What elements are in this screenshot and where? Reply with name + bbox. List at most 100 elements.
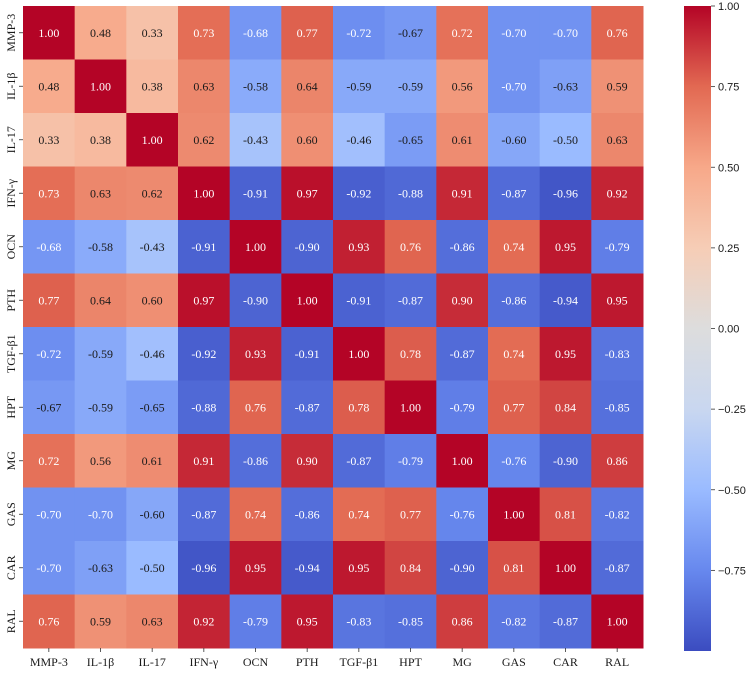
heatmap-cell-label: -0.85 — [398, 614, 423, 628]
heatmap-cell-10-10 — [539, 541, 592, 595]
colorbar-gradient — [684, 6, 711, 651]
x-tick-label: IL-17 — [139, 655, 166, 669]
colorbar-tick-label: 0.50 — [718, 162, 739, 174]
heatmap-cell-label: -0.59 — [346, 79, 371, 93]
heatmap-cell-8-5 — [281, 434, 334, 488]
heatmap-cell-3-4 — [229, 166, 282, 221]
heatmap-cell-6-7 — [384, 327, 437, 381]
heatmap-cell-0-2 — [126, 6, 179, 60]
heatmap-cell-2-3 — [178, 113, 231, 167]
x-tick-label: PTH — [296, 655, 319, 669]
heatmap-cell-0-8 — [436, 6, 489, 60]
x-tick-label: HPT — [399, 655, 422, 669]
heatmap-cell-label: 0.84 — [555, 400, 576, 414]
x-tick-label: OCN — [243, 655, 269, 669]
heatmap-cell-label: 1.00 — [193, 186, 214, 200]
heatmap-cell-3-5 — [281, 166, 334, 221]
heatmap-cell-1-5 — [281, 59, 334, 114]
heatmap-cell-label: -0.87 — [553, 614, 578, 628]
x-axis-ticks: MMP-3 IL-1β IL-17 IFN-γ OCN PTH TGF-β1 HPT MG GAS… — [30, 648, 629, 669]
heatmap-cell-label: -0.43 — [243, 133, 268, 147]
heatmap-cell-label: 1.00 — [245, 240, 266, 254]
heatmap-cell-label: 0.61 — [142, 454, 163, 468]
heatmap-cell-label: 0.61 — [452, 133, 473, 147]
heatmap-cell-label: -0.60 — [501, 133, 526, 147]
heatmap-cell-label: -0.90 — [243, 293, 268, 307]
heatmap-cell-label: 0.33 — [38, 133, 59, 147]
heatmap-cell-7-3 — [178, 380, 231, 435]
heatmap-cell-label: 0.90 — [297, 454, 318, 468]
heatmap-cell-0-11 — [591, 6, 644, 60]
heatmap-cell-label: 0.56 — [90, 454, 111, 468]
heatmap-cell-6-5 — [281, 327, 334, 381]
heatmap-cell-8-10 — [539, 434, 592, 488]
heatmap-cell-8-4 — [229, 434, 282, 488]
colorbar-tick-label: −0.50 — [718, 485, 746, 497]
heatmap-cell-9-9 — [488, 487, 541, 542]
heatmap-cell-6-11 — [591, 327, 644, 381]
y-tick-label: IL-1β — [4, 73, 18, 100]
heatmap-cell-9-0 — [23, 487, 76, 542]
heatmap-cell-10-1 — [74, 541, 127, 595]
heatmap-cell-label: 0.73 — [193, 26, 214, 40]
colorbar-tick-label: 0.75 — [718, 82, 739, 94]
heatmap-cell-2-6 — [333, 113, 386, 167]
heatmap-cell-label: 1.00 — [90, 79, 111, 93]
colorbar: 1.00 0.75 0.50 0.25 0.00 −0.25 −0.50 −0.75 — [684, 1, 746, 651]
heatmap-cell-1-10 — [539, 59, 592, 114]
heatmap-cell-11-11 — [591, 594, 644, 649]
heatmap-cell-label: 1.00 — [555, 561, 576, 575]
heatmap-cell-label: 0.33 — [142, 26, 163, 40]
heatmap-cell-label: 0.95 — [348, 561, 369, 575]
heatmap-cell-11-9 — [488, 594, 541, 649]
heatmap-cell-label: -0.96 — [553, 186, 578, 200]
heatmap-cell-6-4 — [229, 327, 282, 381]
heatmap-cell-7-11 — [591, 380, 644, 435]
heatmap-cell-label: 0.60 — [297, 133, 318, 147]
x-tick-label: MMP-3 — [30, 655, 68, 669]
heatmap-cell-label: 0.76 — [245, 400, 266, 414]
heatmap-cell-3-8 — [436, 166, 489, 221]
heatmap-cell-label: 0.56 — [452, 79, 473, 93]
heatmap-cell-label: -0.83 — [346, 614, 371, 628]
heatmap-cell-label: -0.83 — [605, 347, 630, 361]
heatmap-cell-6-9 — [488, 327, 541, 381]
y-tick-label: MMP-3 — [4, 14, 18, 52]
y-axis-ticks: MMP-3 IL-1β IL-17 IFN-γ OCN PTH TGF-β1 HPT MG GAS… — [4, 14, 23, 633]
heatmap-cell-label: -0.67 — [36, 400, 61, 414]
heatmap-cell-6-1 — [74, 327, 127, 381]
heatmap-cell-8-6 — [333, 434, 386, 488]
heatmap-cell-label: 0.86 — [607, 454, 628, 468]
heatmap-cell-label: 0.77 — [503, 400, 524, 414]
heatmap-cell-0-5 — [281, 6, 334, 60]
heatmap-cell-label: -0.92 — [191, 347, 216, 361]
heatmap-cell-2-9 — [488, 113, 541, 167]
heatmap-cell-2-7 — [384, 113, 437, 167]
y-tick-label: GAS — [4, 502, 18, 526]
x-tick-label: IFN-γ — [190, 655, 219, 669]
heatmap-cell-label: -0.87 — [346, 454, 371, 468]
heatmap-cell-4-8 — [436, 220, 489, 274]
heatmap-cell-label: 1.00 — [503, 507, 524, 521]
heatmap-cell-3-0 — [23, 166, 76, 221]
heatmap-cell-5-0 — [23, 273, 76, 328]
heatmap-cell-label: -0.70 — [36, 561, 61, 575]
heatmap-cell-9-1 — [74, 487, 127, 542]
y-tick-label: IFN-γ — [4, 178, 18, 207]
heatmap-cell-10-11 — [591, 541, 644, 595]
heatmap-cell-label: 0.63 — [90, 186, 111, 200]
heatmap-cell-label: -0.79 — [398, 454, 423, 468]
heatmap-cell-label: -0.82 — [605, 507, 630, 521]
heatmap-cell-label: 0.90 — [452, 293, 473, 307]
heatmap-cell-5-4 — [229, 273, 282, 328]
heatmap-cell-3-7 — [384, 166, 437, 221]
heatmap-cell-6-3 — [178, 327, 231, 381]
heatmap-cell-4-4 — [229, 220, 282, 274]
heatmap-cell-label: -0.86 — [243, 454, 268, 468]
heatmap-cell-label: 0.78 — [348, 400, 369, 414]
heatmap-cell-8-11 — [591, 434, 644, 488]
heatmap-cell-label: 1.00 — [400, 400, 421, 414]
heatmap-cell-8-8 — [436, 434, 489, 488]
heatmap-cell-7-5 — [281, 380, 334, 435]
colorbar-tick-label: −0.25 — [718, 404, 746, 416]
